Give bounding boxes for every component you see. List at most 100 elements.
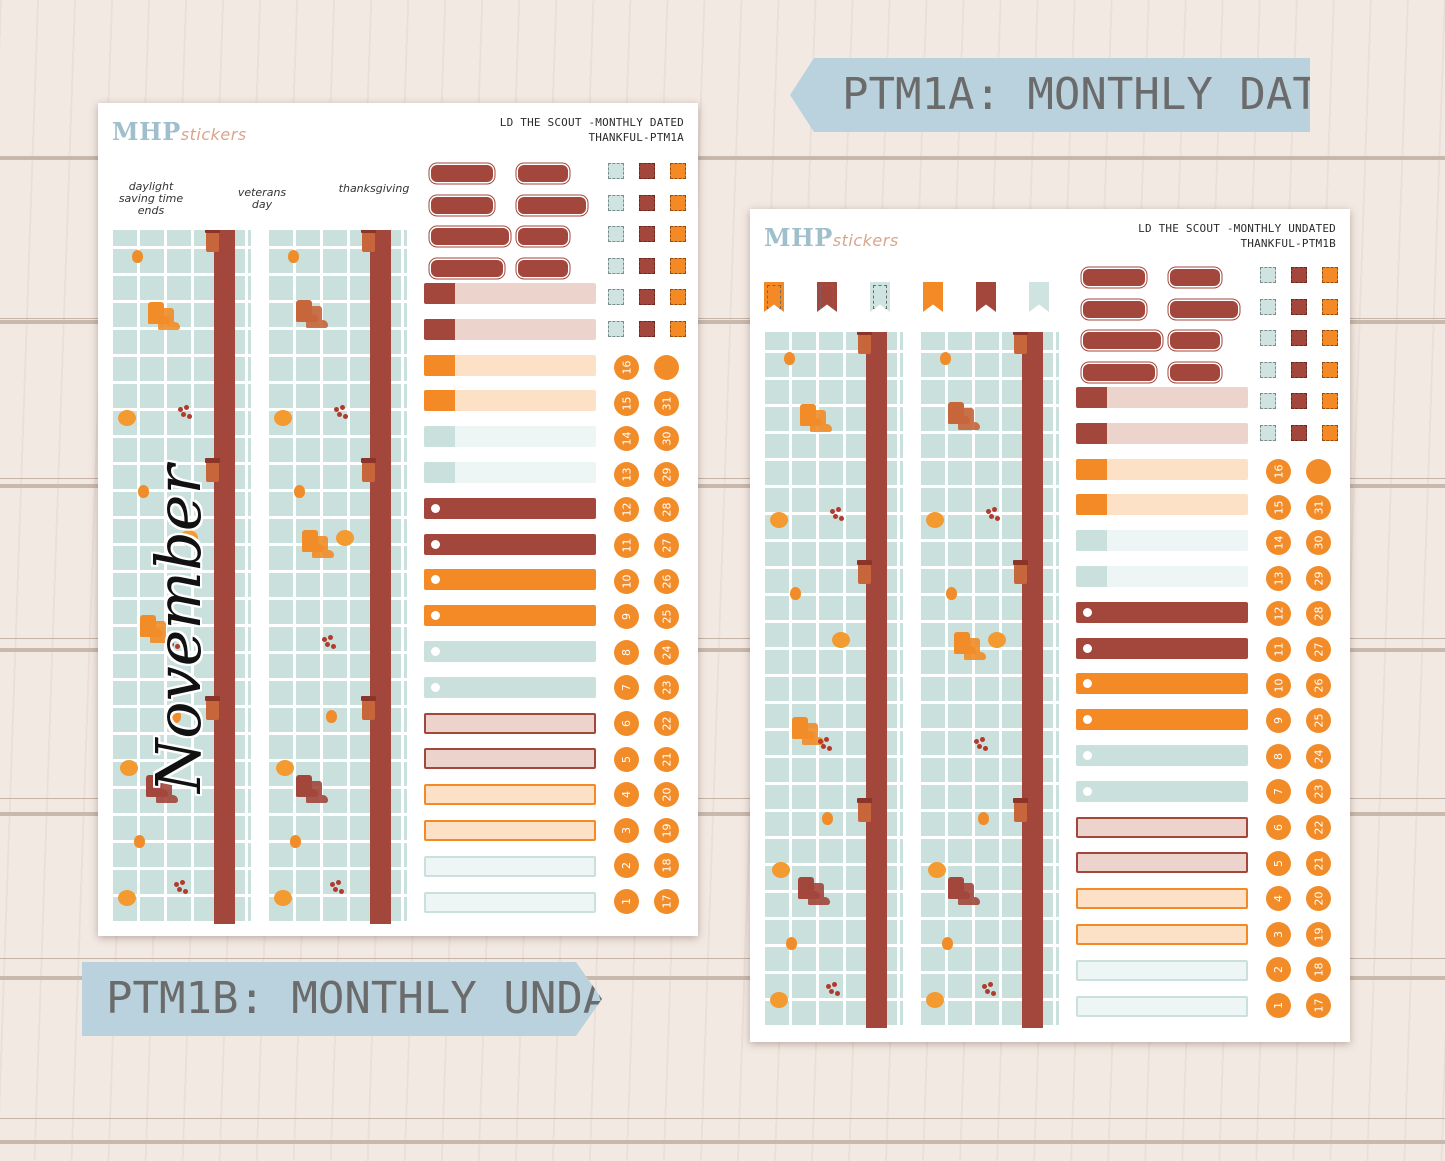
label-bar-sticker <box>1076 422 1248 444</box>
pumpkin-icon <box>928 862 946 878</box>
date-number: 10 <box>1272 678 1285 693</box>
date-number: 4 <box>620 791 633 799</box>
label-bar-sticker <box>1076 816 1248 838</box>
bar-lead <box>1076 494 1107 516</box>
date-number: 26 <box>660 574 673 589</box>
checkbox-sticker <box>670 194 686 211</box>
label-bar-sticker <box>424 605 596 627</box>
checkbox-sticker <box>608 257 624 274</box>
strip-band <box>866 332 887 1028</box>
date-number: 15 <box>1272 500 1285 515</box>
strip-band <box>370 230 391 924</box>
date-circle-sticker: 12 <box>1266 601 1291 627</box>
label-bar-sticker <box>424 533 596 555</box>
checkbox-sticker <box>639 163 655 179</box>
pumpkin-icon <box>770 992 788 1008</box>
boot-icon <box>306 781 328 803</box>
checkbox-sticker <box>1260 298 1276 315</box>
berry-icon <box>334 405 348 421</box>
day-label <box>1083 300 1145 318</box>
date-circle-sticker: 24 <box>654 639 679 665</box>
pear-icon <box>822 812 833 825</box>
date-number: 19 <box>1312 927 1325 942</box>
wood-seam <box>0 638 1445 639</box>
label-bar-sticker <box>1076 852 1248 874</box>
boot-icon <box>958 883 980 905</box>
pear-icon <box>132 250 143 263</box>
date-number: 31 <box>1312 500 1325 515</box>
logo-main: MHP <box>112 117 181 146</box>
pear-icon <box>134 835 145 848</box>
label-bar-sticker <box>1076 888 1248 910</box>
label-bar-sticker <box>424 426 596 448</box>
checkbox-sticker <box>1291 298 1307 315</box>
date-number: 17 <box>660 894 673 909</box>
date-number: 20 <box>660 787 673 802</box>
logo-sub: stickers <box>832 231 899 250</box>
label-bar-sticker <box>1076 673 1248 695</box>
pear-icon <box>942 937 953 950</box>
bar-lead <box>1076 422 1107 444</box>
berry-icon <box>330 880 344 896</box>
strip-band <box>1022 332 1043 1028</box>
date-number: 1 <box>1272 1002 1285 1009</box>
date-number: 29 <box>1312 571 1325 586</box>
date-circle-sticker: 2 <box>614 853 639 879</box>
date-circle-sticker: 12 <box>614 497 639 523</box>
day-label <box>518 228 568 245</box>
sheet-title-line1: LD THE SCOUT -MONTHLY UNDATED <box>1138 222 1336 235</box>
day-label <box>1083 269 1145 286</box>
date-circle-sticker: 29 <box>1306 565 1331 591</box>
checkbox-sticker <box>1260 330 1276 346</box>
boot-icon <box>150 621 172 643</box>
pear-icon <box>290 835 301 848</box>
date-number: 18 <box>660 858 673 873</box>
pear-icon <box>786 937 797 950</box>
pumpkin-icon <box>772 862 790 878</box>
date-circle-sticker: 28 <box>654 497 679 523</box>
sheet-title-line1: LD THE SCOUT -MONTHLY DATED <box>499 116 684 129</box>
label-dated-text: PTM1A: MONTHLY DATED <box>842 69 1372 120</box>
holiday-label: veterans day <box>237 186 287 211</box>
date-circle-sticker: 19 <box>654 817 679 843</box>
date-circle-sticker: 24 <box>1306 743 1331 769</box>
date-circle-sticker: 23 <box>1306 779 1331 805</box>
date-circle-sticker: 7 <box>614 675 639 701</box>
bar-hole <box>1083 786 1092 796</box>
coffee-cup-icon <box>857 332 872 354</box>
checkbox-sticker <box>670 226 686 242</box>
flag-sticker <box>870 282 890 312</box>
label-undated-text: PTM1B: MONTHLY UNDATED <box>106 973 689 1024</box>
coffee-cup-icon <box>1013 560 1028 584</box>
pumpkin-icon <box>988 632 1006 648</box>
label-bar-sticker <box>1076 745 1248 766</box>
flag-sticker <box>764 282 784 312</box>
day-label <box>431 196 493 214</box>
day-label <box>518 196 586 214</box>
checkbox-sticker <box>1322 361 1338 378</box>
checkbox-sticker <box>1260 393 1276 409</box>
date-number: 14 <box>620 431 633 446</box>
logo-sub: stickers <box>180 125 247 144</box>
pear-icon <box>288 250 299 263</box>
bar-hole <box>431 647 440 656</box>
date-circle-sticker: 22 <box>1306 815 1331 840</box>
date-circle-sticker: 5 <box>1266 850 1291 876</box>
boot-icon <box>306 306 328 328</box>
label-bar-sticker <box>424 497 596 519</box>
date-circle-sticker: 17 <box>654 889 679 914</box>
date-number: 28 <box>660 502 673 517</box>
date-circle-sticker: 17 <box>1306 993 1331 1018</box>
label-bar-sticker <box>1076 959 1248 981</box>
wood-seam <box>0 1118 1445 1119</box>
date-circle-sticker: 27 <box>654 533 679 558</box>
checkbox-sticker <box>639 194 655 211</box>
date-circle-sticker: 13 <box>1266 565 1291 591</box>
boot-icon <box>958 408 980 430</box>
label-bar-sticker <box>1076 530 1248 552</box>
pear-icon <box>940 352 951 365</box>
date-number: 26 <box>1312 678 1325 693</box>
date-number: 23 <box>1312 784 1325 799</box>
checkbox-sticker <box>1260 361 1276 378</box>
label-undated: PTM1B: MONTHLY UNDATED <box>82 962 602 1036</box>
